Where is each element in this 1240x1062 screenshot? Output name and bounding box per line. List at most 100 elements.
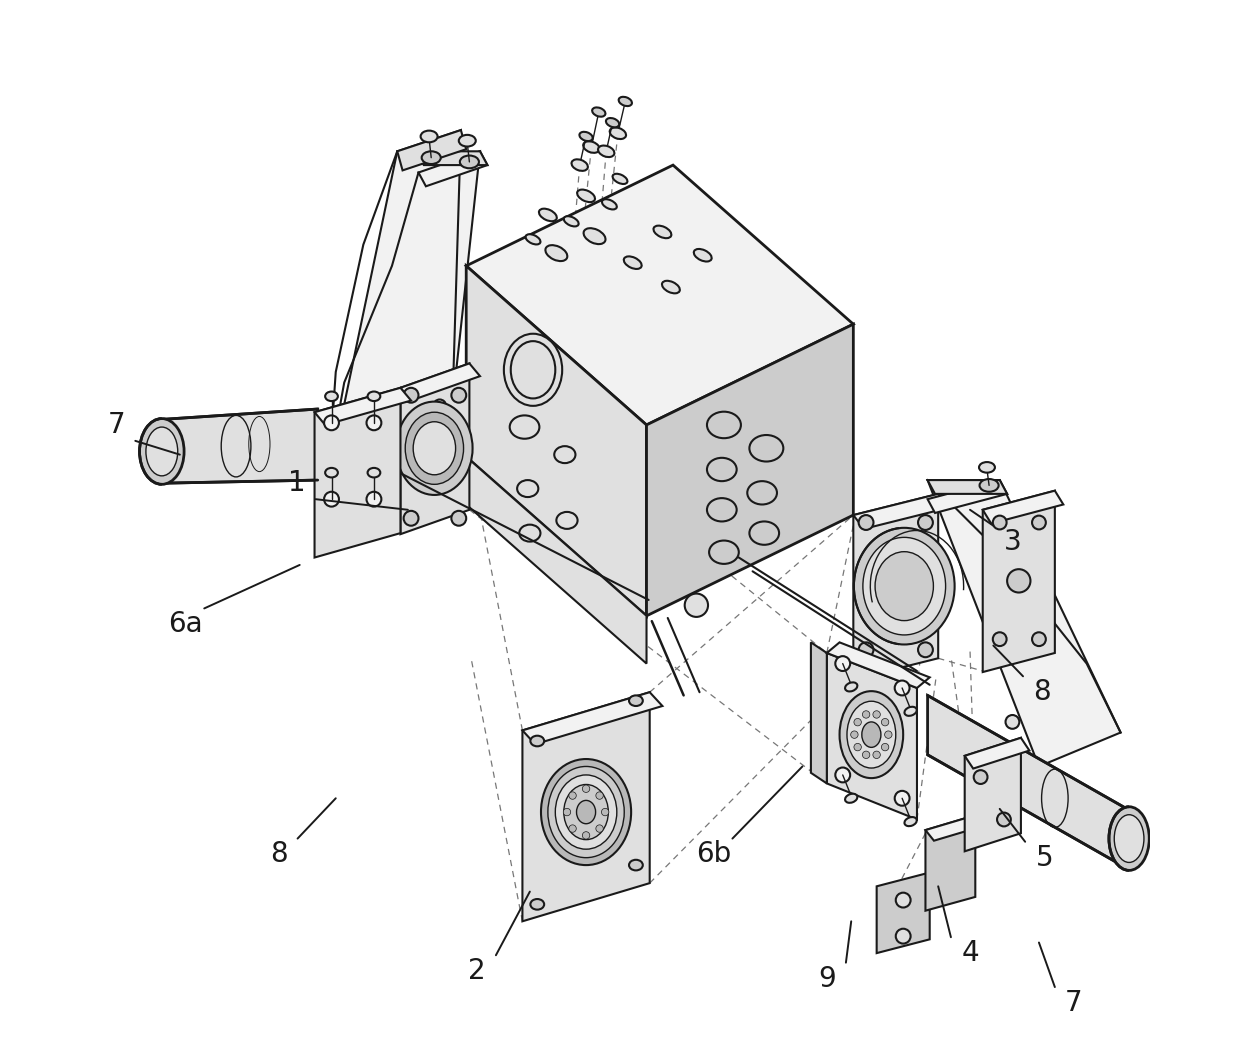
Ellipse shape bbox=[596, 792, 604, 800]
Ellipse shape bbox=[367, 492, 382, 507]
Ellipse shape bbox=[993, 632, 1007, 646]
Ellipse shape bbox=[863, 537, 946, 635]
Ellipse shape bbox=[572, 159, 588, 171]
Polygon shape bbox=[827, 653, 916, 820]
Text: 4: 4 bbox=[961, 939, 978, 967]
Ellipse shape bbox=[554, 446, 575, 463]
Ellipse shape bbox=[606, 118, 619, 127]
Polygon shape bbox=[329, 406, 459, 497]
Ellipse shape bbox=[629, 696, 642, 706]
Ellipse shape bbox=[662, 280, 680, 293]
Ellipse shape bbox=[531, 900, 544, 910]
Ellipse shape bbox=[583, 832, 590, 839]
Polygon shape bbox=[877, 873, 930, 953]
Polygon shape bbox=[417, 151, 487, 165]
Ellipse shape bbox=[404, 388, 418, 402]
Ellipse shape bbox=[351, 466, 363, 479]
Ellipse shape bbox=[325, 392, 337, 401]
Ellipse shape bbox=[918, 643, 932, 657]
Ellipse shape bbox=[517, 480, 538, 497]
Ellipse shape bbox=[459, 135, 476, 147]
Ellipse shape bbox=[433, 399, 446, 412]
Polygon shape bbox=[928, 480, 1121, 767]
Ellipse shape bbox=[584, 228, 605, 244]
Ellipse shape bbox=[862, 722, 880, 748]
Ellipse shape bbox=[382, 408, 396, 421]
Ellipse shape bbox=[564, 785, 609, 840]
Ellipse shape bbox=[546, 245, 568, 261]
Polygon shape bbox=[397, 130, 466, 170]
Ellipse shape bbox=[997, 812, 1011, 826]
Ellipse shape bbox=[579, 132, 593, 141]
Ellipse shape bbox=[624, 256, 641, 269]
Ellipse shape bbox=[1007, 569, 1030, 593]
Polygon shape bbox=[965, 738, 1021, 852]
Polygon shape bbox=[983, 491, 1055, 672]
Ellipse shape bbox=[847, 701, 895, 768]
Ellipse shape bbox=[610, 127, 626, 139]
Text: 6b: 6b bbox=[696, 840, 730, 869]
Ellipse shape bbox=[895, 929, 910, 943]
Ellipse shape bbox=[577, 801, 595, 824]
Polygon shape bbox=[522, 692, 662, 744]
Ellipse shape bbox=[882, 719, 889, 726]
Ellipse shape bbox=[503, 333, 562, 406]
Ellipse shape bbox=[859, 537, 931, 635]
Polygon shape bbox=[159, 409, 317, 483]
Ellipse shape bbox=[629, 860, 642, 871]
Ellipse shape bbox=[858, 643, 873, 657]
Ellipse shape bbox=[895, 791, 910, 806]
Ellipse shape bbox=[1115, 815, 1145, 862]
Polygon shape bbox=[925, 816, 983, 841]
Polygon shape bbox=[827, 643, 930, 688]
Ellipse shape bbox=[511, 341, 556, 398]
Ellipse shape bbox=[854, 528, 955, 645]
Polygon shape bbox=[983, 491, 1064, 524]
Ellipse shape bbox=[569, 792, 577, 800]
Text: 6a: 6a bbox=[167, 611, 202, 638]
Ellipse shape bbox=[405, 412, 464, 484]
Ellipse shape bbox=[707, 458, 737, 481]
Ellipse shape bbox=[1109, 807, 1149, 871]
Ellipse shape bbox=[324, 415, 339, 430]
Polygon shape bbox=[401, 363, 470, 534]
Ellipse shape bbox=[895, 681, 910, 696]
Ellipse shape bbox=[593, 107, 605, 117]
Text: 9: 9 bbox=[818, 964, 836, 993]
Ellipse shape bbox=[541, 759, 631, 866]
Ellipse shape bbox=[557, 512, 578, 529]
Ellipse shape bbox=[904, 817, 916, 826]
Polygon shape bbox=[646, 324, 853, 616]
Polygon shape bbox=[315, 388, 401, 558]
Text: 8: 8 bbox=[1033, 679, 1052, 706]
Polygon shape bbox=[928, 480, 1007, 513]
Polygon shape bbox=[928, 480, 1007, 494]
Ellipse shape bbox=[1032, 516, 1045, 530]
Ellipse shape bbox=[839, 691, 903, 778]
Ellipse shape bbox=[653, 225, 671, 238]
Ellipse shape bbox=[1032, 632, 1045, 646]
Ellipse shape bbox=[844, 793, 857, 803]
Ellipse shape bbox=[854, 719, 862, 726]
Text: 7: 7 bbox=[108, 411, 125, 439]
Ellipse shape bbox=[851, 731, 858, 738]
Ellipse shape bbox=[875, 551, 934, 620]
Ellipse shape bbox=[367, 415, 382, 430]
Ellipse shape bbox=[140, 418, 184, 484]
Ellipse shape bbox=[596, 825, 604, 833]
Ellipse shape bbox=[422, 151, 440, 164]
Ellipse shape bbox=[694, 249, 712, 261]
Ellipse shape bbox=[548, 767, 624, 858]
Polygon shape bbox=[315, 388, 410, 425]
Ellipse shape bbox=[709, 541, 739, 564]
Ellipse shape bbox=[613, 174, 627, 184]
Ellipse shape bbox=[324, 492, 339, 507]
Ellipse shape bbox=[367, 392, 381, 401]
Ellipse shape bbox=[413, 422, 455, 475]
Ellipse shape bbox=[583, 141, 600, 153]
Ellipse shape bbox=[510, 415, 539, 439]
Ellipse shape bbox=[904, 707, 916, 716]
Polygon shape bbox=[324, 151, 480, 499]
Ellipse shape bbox=[858, 515, 873, 530]
Ellipse shape bbox=[619, 97, 632, 106]
